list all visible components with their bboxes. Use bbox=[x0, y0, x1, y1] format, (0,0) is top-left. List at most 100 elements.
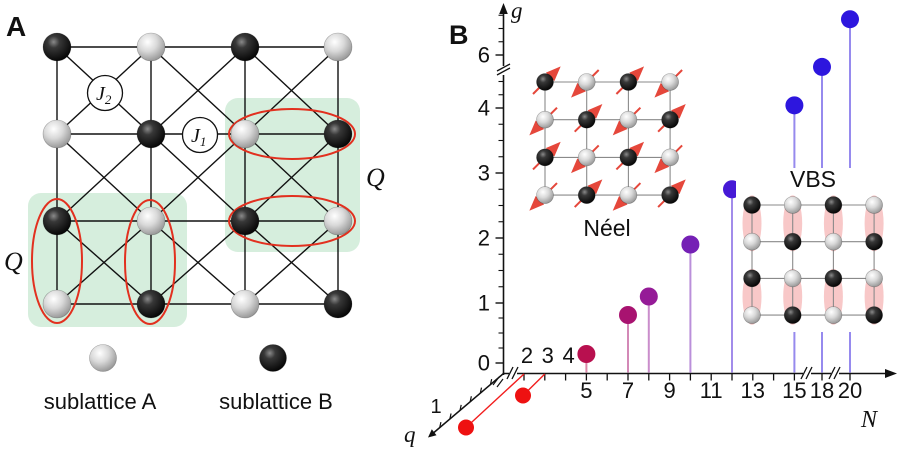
neel-inset-label: Néel bbox=[583, 215, 630, 241]
neel-site-sphere bbox=[536, 110, 554, 129]
lattice-site-sphere bbox=[42, 32, 72, 62]
q-plaquette-label-left: Q bbox=[4, 247, 23, 276]
g-tick-label-0: 0 bbox=[478, 351, 490, 376]
n-tick-label-20: 20 bbox=[838, 378, 862, 403]
j2-bond-diag bbox=[150, 133, 246, 222]
q-axis-group bbox=[428, 372, 546, 438]
j2-label: J2 bbox=[96, 83, 112, 107]
g-tick-label-6: 6 bbox=[478, 43, 490, 68]
lattice-site-sphere bbox=[230, 206, 260, 236]
stem-dot-N8 bbox=[639, 287, 658, 306]
legend-sublattice-b: sublattice B bbox=[219, 389, 333, 414]
panel-b-label: B bbox=[449, 20, 469, 50]
q-tick bbox=[449, 413, 452, 420]
legend-sublattice-a: sublattice A bbox=[44, 389, 157, 414]
vbs-site-sphere bbox=[865, 269, 883, 288]
n-axis-arrow bbox=[885, 369, 897, 378]
vbs-inset-label: VBS bbox=[790, 166, 836, 192]
n-tick-label-11: 11 bbox=[700, 378, 723, 403]
lattice-site-sphere bbox=[136, 119, 166, 149]
stem-dot-N20 bbox=[841, 10, 859, 29]
g-axis-label: g bbox=[511, 0, 523, 23]
neel-site-sphere bbox=[661, 148, 679, 167]
lattice-site-sphere bbox=[230, 32, 260, 62]
neel-site-sphere bbox=[661, 73, 679, 91]
vbs-site-sphere bbox=[743, 196, 761, 214]
lattice-site-sphere bbox=[323, 119, 353, 149]
j2-coupling-circle bbox=[86, 74, 124, 112]
lattice-site-sphere bbox=[230, 119, 260, 149]
q-tick bbox=[469, 396, 472, 402]
stem-dot-N5 bbox=[577, 345, 596, 363]
neel-grid bbox=[544, 81, 671, 196]
neel-site-sphere bbox=[619, 73, 638, 91]
vbs-site-sphere bbox=[824, 232, 843, 251]
panel-a-label: A bbox=[6, 11, 26, 42]
vbs-site-sphere bbox=[783, 232, 802, 251]
q-tick bbox=[459, 404, 462, 411]
q-tick-label-1: 1 bbox=[430, 396, 441, 418]
lattice-site-sphere bbox=[42, 289, 72, 319]
q-plaquette-label-right: Q bbox=[366, 163, 385, 192]
neel-site-sphere bbox=[619, 186, 638, 204]
q-axis-arrow bbox=[428, 429, 437, 438]
lattice-site-sphere bbox=[323, 206, 353, 236]
q-tick bbox=[479, 387, 483, 394]
g-tick-label-1: 1 bbox=[478, 291, 490, 316]
vbs-inset: VBS bbox=[736, 166, 890, 332]
n-tick-label-3: 3 bbox=[542, 343, 554, 368]
stem-dot-N15 bbox=[785, 96, 804, 115]
j2-bond-diag bbox=[150, 220, 246, 305]
q-singlet-ellipse-1 bbox=[228, 108, 356, 160]
lattice-site-sphere bbox=[42, 206, 72, 236]
q-dot-N3 bbox=[515, 387, 531, 404]
legend-gray-sphere bbox=[89, 344, 117, 372]
vbs-site-sphere bbox=[865, 232, 883, 251]
lattice-site-sphere bbox=[136, 289, 166, 319]
g-axis-break-mark bbox=[496, 63, 511, 72]
stem-dot-N7 bbox=[619, 306, 637, 324]
q-dot-N2 bbox=[458, 419, 474, 436]
vbs-site-sphere bbox=[783, 196, 802, 214]
n-axis-break-mark bbox=[828, 366, 836, 380]
j2-bond-diag bbox=[56, 133, 152, 222]
lattice-site-sphere bbox=[230, 289, 260, 319]
q-singlet-ellipse-3 bbox=[31, 198, 83, 324]
neel-site-sphere bbox=[619, 110, 638, 129]
n-axis-break-gap bbox=[831, 370, 839, 377]
j2-bond-diag bbox=[244, 46, 339, 135]
j2-bond-diag bbox=[244, 220, 339, 305]
neel-site-sphere bbox=[536, 73, 554, 91]
vbs-site-sphere bbox=[865, 306, 883, 324]
q-tick bbox=[489, 378, 493, 385]
vbs-site-sphere bbox=[743, 269, 761, 288]
vbs-site-sphere bbox=[824, 306, 843, 324]
g-tick-label-3: 3 bbox=[478, 161, 490, 186]
neel-site-sphere bbox=[577, 148, 596, 167]
neel-site-sphere bbox=[536, 186, 554, 204]
g-tick-label-4: 4 bbox=[478, 96, 490, 121]
neel-site-sphere bbox=[577, 186, 596, 204]
vbs-site-sphere bbox=[743, 306, 761, 324]
n-tick-label-5: 5 bbox=[580, 378, 592, 403]
stem-dot-N10 bbox=[681, 235, 700, 254]
lattice-site-sphere bbox=[323, 32, 353, 62]
vbs-site-sphere bbox=[824, 196, 843, 214]
n-axis-break-mark bbox=[511, 366, 519, 380]
lattice-site-sphere bbox=[323, 289, 353, 319]
vbs-site-sphere bbox=[783, 269, 802, 288]
vbs-site-sphere bbox=[865, 196, 883, 214]
vbs-site-sphere bbox=[783, 306, 802, 324]
lattice-bonds bbox=[56, 46, 339, 305]
q-axis-label: q bbox=[404, 422, 416, 447]
g-axis-break-mark bbox=[496, 67, 511, 76]
neel-site-sphere bbox=[577, 110, 596, 129]
neel-site-sphere bbox=[661, 186, 679, 204]
n-axis-break-gap bbox=[803, 370, 811, 377]
j2-bond-diag bbox=[56, 220, 152, 305]
neel-site-sphere bbox=[577, 73, 596, 91]
j1-coupling-circle bbox=[181, 116, 219, 154]
